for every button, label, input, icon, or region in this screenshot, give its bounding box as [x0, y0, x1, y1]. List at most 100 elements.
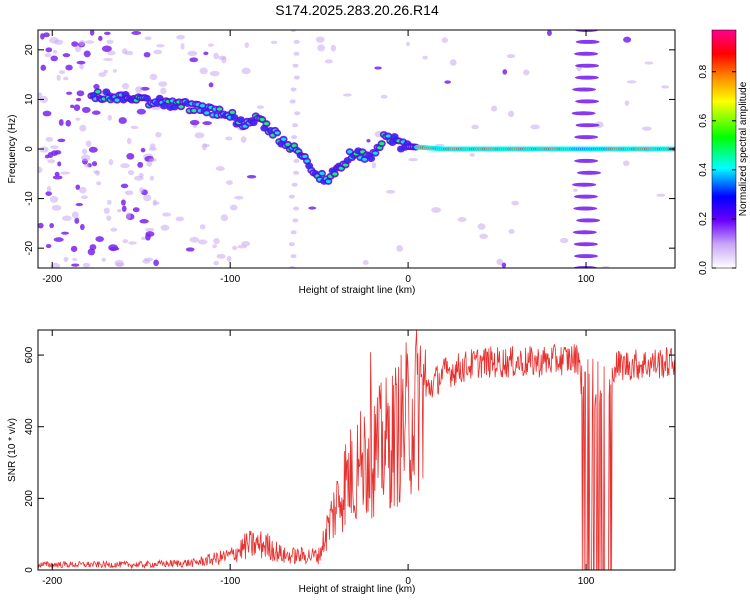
noise-speckle — [63, 76, 69, 81]
trace-point — [178, 105, 184, 109]
noise-speckle — [124, 50, 134, 56]
heatmap-x-tick-label: -200 — [42, 274, 62, 285]
noise-speckle — [506, 53, 516, 59]
noise-speckle — [54, 171, 60, 177]
snr-axes: -200 -100 0 100 0 200 400 600 — [24, 330, 675, 587]
trace-point — [304, 159, 310, 163]
noise-speckle — [131, 31, 142, 35]
snr-frame — [37, 329, 676, 571]
noise-speckle — [362, 260, 369, 265]
colorbar-axis: 0.0 0.2 0.4 0.6 0.8 — [698, 64, 736, 275]
stripe-blob — [293, 39, 300, 44]
noise-speckle — [386, 189, 396, 194]
noise-speckle — [75, 184, 81, 190]
noise-speckle — [189, 57, 199, 63]
trace-point — [199, 104, 205, 108]
noise-speckle — [108, 244, 119, 252]
noise-speckle — [457, 217, 467, 222]
stripe-blob — [291, 135, 298, 140]
noise-speckle — [50, 262, 61, 268]
stripe-blob — [294, 111, 301, 116]
noise-speckle — [72, 257, 78, 262]
noise-speckle — [130, 125, 139, 130]
noise-speckle — [158, 81, 168, 87]
noise-speckle — [197, 239, 208, 245]
noise-speckle — [220, 214, 229, 222]
noise-speckle — [479, 233, 488, 240]
noise-speckle — [79, 124, 87, 132]
noise-speckle — [106, 215, 112, 221]
noise-speckle — [84, 40, 95, 44]
noise-speckle — [71, 211, 79, 219]
noise-speckle — [271, 40, 278, 45]
noise-speckle — [148, 157, 157, 162]
snr-y-tick-label: 200 — [24, 490, 35, 507]
trace-point — [291, 144, 297, 148]
noise-speckle — [156, 44, 165, 48]
noise-speckle — [234, 195, 244, 200]
noise-speckle — [202, 121, 212, 126]
noise-speckle — [58, 119, 64, 126]
noise-speckle — [201, 143, 207, 151]
noise-speckle — [47, 159, 56, 164]
noise-speckle — [127, 170, 135, 176]
noise-speckle — [108, 158, 114, 166]
noise-speckle — [83, 50, 91, 58]
snr-y-tick-label: 0 — [24, 567, 35, 573]
stripe-blob — [292, 123, 299, 128]
noise-speckle — [45, 136, 54, 142]
snr-x-tick-label: -200 — [42, 576, 62, 587]
noise-speckle — [80, 154, 91, 162]
noise-speckle — [73, 104, 81, 111]
noise-speckle — [244, 42, 250, 49]
noise-speckle — [42, 110, 52, 117]
noise-speckle — [103, 57, 113, 61]
noise-speckle — [199, 224, 206, 230]
noise-speckle — [38, 166, 43, 174]
noise-speckle — [185, 247, 195, 252]
noise-speckle — [106, 39, 114, 44]
noise-speckle — [96, 181, 102, 186]
noise-speckle — [189, 119, 200, 126]
noise-speckle — [79, 186, 87, 194]
heatmap-y-label: Frequency (Hz) — [7, 115, 18, 184]
noise-speckle — [139, 187, 144, 194]
heatmap-y-tick-label: 0 — [24, 146, 35, 152]
noise-speckle — [449, 59, 457, 66]
colorbar — [711, 29, 737, 269]
heatmap-x-tick-label: 100 — [578, 274, 595, 285]
noise-speckle — [142, 259, 151, 264]
noise-speckle — [135, 86, 143, 94]
noise-speckle — [98, 35, 103, 42]
noise-speckle — [469, 152, 475, 157]
stripe-blob — [575, 123, 600, 128]
noise-speckle — [61, 231, 69, 235]
noise-speckle — [143, 194, 152, 202]
noise-speckle — [602, 265, 610, 268]
noise-speckle — [256, 105, 265, 109]
noise-speckle — [477, 223, 486, 230]
noise-speckle — [408, 157, 418, 162]
noise-speckle — [508, 229, 515, 234]
noise-speckle — [216, 253, 226, 259]
noise-speckle — [622, 160, 630, 167]
noise-speckle — [644, 61, 654, 65]
heatmap-y-tick-label: 20 — [24, 44, 35, 56]
chart-title: S174.2025.283.20.26.R14 — [275, 2, 439, 18]
trace-point — [347, 150, 353, 154]
noise-speckle — [511, 200, 520, 206]
noise-speckle — [70, 245, 78, 252]
noise-speckle — [209, 70, 220, 77]
noise-speckle — [79, 63, 84, 70]
noise-speckle — [187, 50, 198, 57]
noise-speckle — [175, 216, 184, 222]
stripe-blob — [291, 182, 298, 187]
noise-speckle — [112, 69, 117, 73]
stripe-blob — [575, 39, 600, 44]
stripe-blob — [577, 170, 602, 175]
noise-speckle — [315, 36, 325, 43]
trace-point — [95, 90, 101, 94]
noise-speckle — [54, 150, 62, 155]
trace-point — [302, 154, 308, 159]
